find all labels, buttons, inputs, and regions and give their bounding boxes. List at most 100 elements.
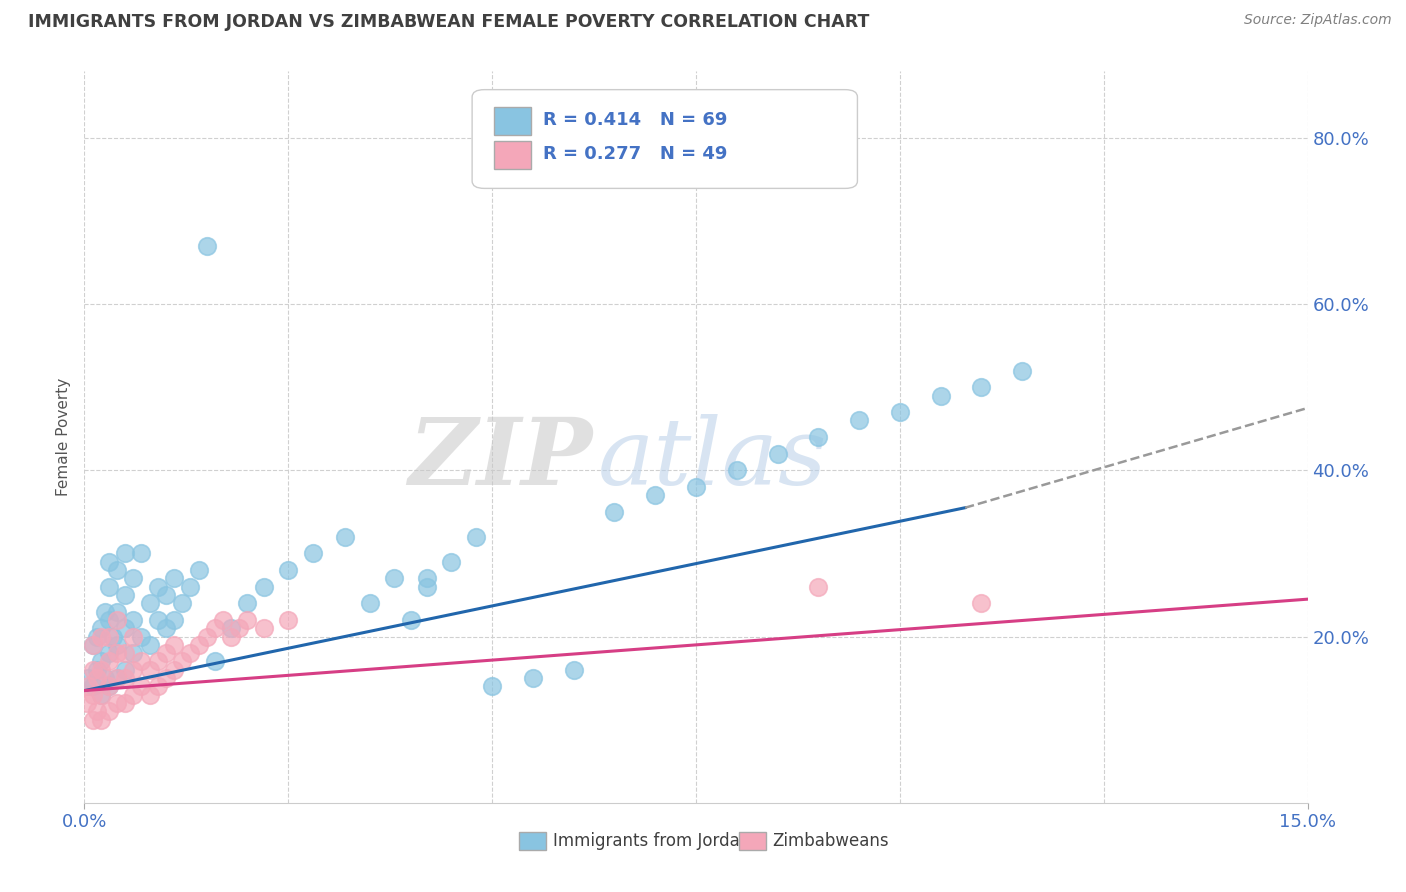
Point bbox=[725, 463, 748, 477]
Point bbox=[105, 613, 128, 627]
Text: Zimbabweans: Zimbabweans bbox=[772, 832, 889, 850]
Point bbox=[131, 546, 153, 560]
Text: ZIP: ZIP bbox=[408, 414, 592, 504]
Point bbox=[204, 621, 226, 635]
Point bbox=[889, 405, 911, 419]
Point bbox=[97, 655, 120, 669]
Point bbox=[97, 680, 120, 694]
Point bbox=[204, 655, 226, 669]
Y-axis label: Female Poverty: Female Poverty bbox=[56, 378, 72, 496]
Point bbox=[155, 671, 177, 685]
Point bbox=[82, 638, 104, 652]
Point bbox=[155, 588, 177, 602]
Point bbox=[172, 596, 194, 610]
Point bbox=[114, 663, 136, 677]
Point bbox=[766, 447, 789, 461]
Text: atlas: atlas bbox=[598, 414, 828, 504]
Point bbox=[163, 571, 186, 585]
Point bbox=[382, 571, 405, 585]
Point bbox=[807, 580, 830, 594]
Point bbox=[114, 546, 136, 560]
Point bbox=[146, 613, 169, 627]
Point bbox=[440, 555, 463, 569]
Point bbox=[122, 613, 145, 627]
Text: IMMIGRANTS FROM JORDAN VS ZIMBABWEAN FEMALE POVERTY CORRELATION CHART: IMMIGRANTS FROM JORDAN VS ZIMBABWEAN FEM… bbox=[28, 13, 869, 31]
Point bbox=[277, 613, 299, 627]
Point bbox=[562, 663, 585, 677]
Point bbox=[970, 596, 993, 610]
Point bbox=[122, 663, 145, 677]
Point bbox=[114, 588, 136, 602]
Point bbox=[219, 621, 242, 635]
Point bbox=[97, 646, 120, 660]
Point bbox=[76, 696, 98, 710]
Point bbox=[219, 630, 242, 644]
Point bbox=[82, 663, 104, 677]
Point bbox=[848, 413, 870, 427]
Point bbox=[97, 613, 120, 627]
Point bbox=[97, 680, 120, 694]
Point bbox=[146, 580, 169, 594]
Point bbox=[163, 663, 186, 677]
FancyBboxPatch shape bbox=[519, 832, 546, 850]
Point bbox=[97, 555, 120, 569]
Point bbox=[114, 671, 136, 685]
FancyBboxPatch shape bbox=[472, 90, 858, 188]
Point bbox=[163, 638, 186, 652]
Point bbox=[131, 655, 153, 669]
Point bbox=[82, 680, 104, 694]
Point bbox=[82, 713, 104, 727]
Point bbox=[481, 680, 503, 694]
Point bbox=[253, 621, 276, 635]
Point bbox=[105, 563, 128, 577]
Point bbox=[122, 571, 145, 585]
Point bbox=[163, 613, 186, 627]
Point bbox=[464, 530, 486, 544]
Point bbox=[138, 663, 160, 677]
Point bbox=[97, 705, 120, 719]
Point bbox=[93, 605, 115, 619]
Point bbox=[195, 630, 218, 644]
Point bbox=[93, 671, 115, 685]
Point bbox=[522, 671, 544, 685]
Point bbox=[138, 688, 160, 702]
Point bbox=[301, 546, 323, 560]
Point bbox=[146, 680, 169, 694]
Point bbox=[685, 480, 707, 494]
Point bbox=[105, 671, 128, 685]
Point bbox=[131, 630, 153, 644]
Point bbox=[228, 621, 250, 635]
Point bbox=[105, 671, 128, 685]
Point bbox=[105, 646, 128, 660]
Point bbox=[277, 563, 299, 577]
Point bbox=[212, 613, 235, 627]
Point bbox=[236, 596, 259, 610]
Point bbox=[335, 530, 357, 544]
Point bbox=[155, 646, 177, 660]
Point bbox=[101, 630, 124, 644]
Point bbox=[105, 605, 128, 619]
Point bbox=[90, 655, 112, 669]
Point bbox=[122, 630, 145, 644]
Text: R = 0.277   N = 49: R = 0.277 N = 49 bbox=[543, 145, 727, 163]
Point bbox=[90, 663, 112, 677]
Point bbox=[416, 580, 439, 594]
FancyBboxPatch shape bbox=[494, 107, 531, 135]
Point bbox=[1011, 363, 1033, 377]
Point bbox=[114, 646, 136, 660]
Point bbox=[253, 580, 276, 594]
Point bbox=[105, 696, 128, 710]
Point bbox=[138, 638, 160, 652]
Point bbox=[77, 671, 100, 685]
Point bbox=[172, 655, 194, 669]
Point bbox=[187, 638, 209, 652]
Point bbox=[179, 580, 201, 594]
Point bbox=[90, 630, 112, 644]
Point bbox=[644, 488, 666, 502]
Point bbox=[155, 621, 177, 635]
Point bbox=[122, 688, 145, 702]
Point bbox=[399, 613, 422, 627]
Text: R = 0.414   N = 69: R = 0.414 N = 69 bbox=[543, 112, 727, 129]
Text: Immigrants from Jordan: Immigrants from Jordan bbox=[553, 832, 751, 850]
Point bbox=[90, 688, 112, 702]
